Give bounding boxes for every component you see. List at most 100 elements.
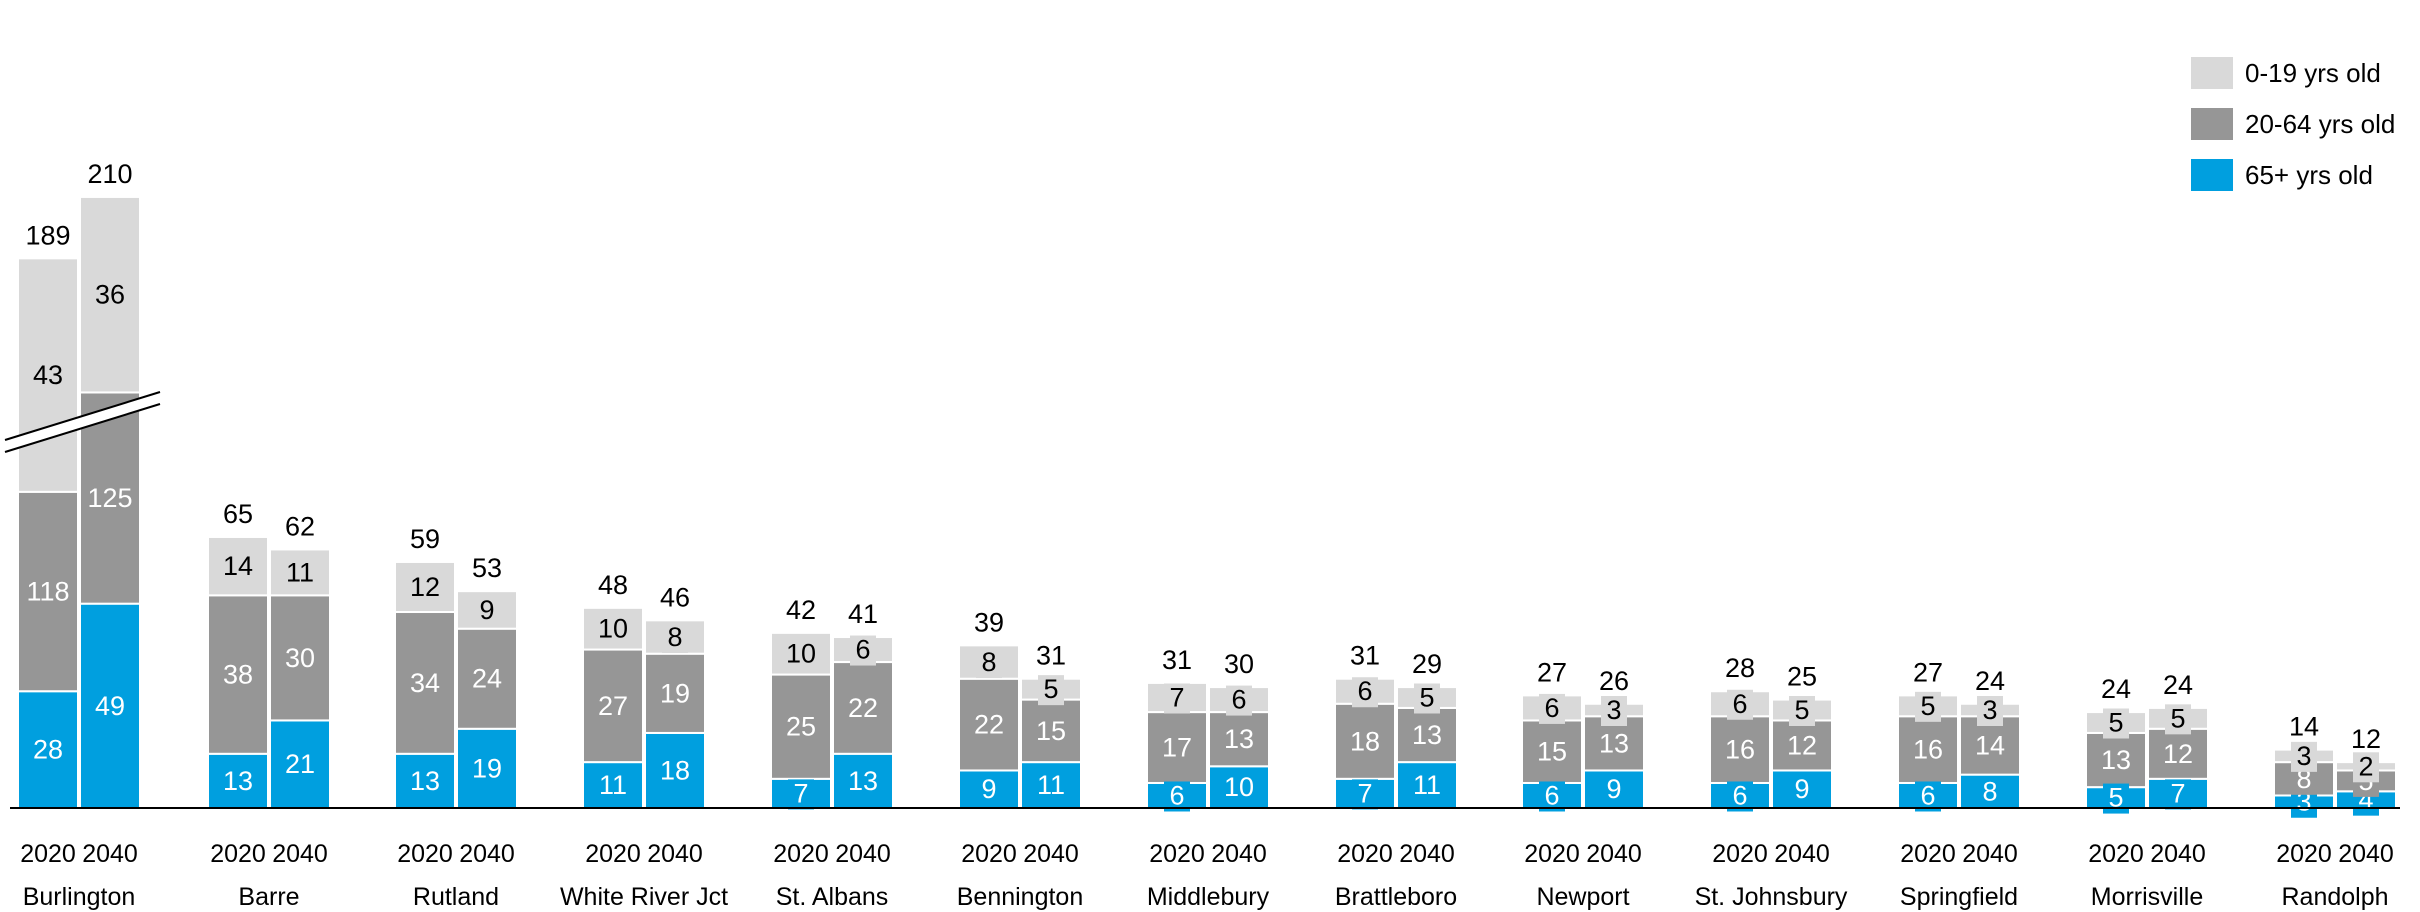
segment-value-label: 11 xyxy=(1413,770,1441,800)
segment-value-label: 11 xyxy=(599,770,627,800)
bar-segment-senior xyxy=(582,761,644,810)
city-label: Brattleboro xyxy=(1335,883,1457,911)
segment-value-label: 13 xyxy=(2101,745,2131,775)
bar-total-label: 46 xyxy=(660,582,690,612)
bar-segment-working xyxy=(2085,731,2147,789)
year-tick-label: 2040 xyxy=(82,840,138,868)
segment-value-label: 8 xyxy=(667,622,682,652)
axis-break-gap xyxy=(5,392,160,452)
year-tick-label: 2020 xyxy=(1337,840,1393,868)
bar-total-label: 28 xyxy=(1725,653,1755,683)
segment-value-label: 17 xyxy=(1162,733,1192,763)
bar-segment-working xyxy=(582,648,644,764)
segment-label-backdrop xyxy=(1727,781,1753,812)
year-tick-label: 2020 xyxy=(1149,840,1205,868)
segment-value-label: 14 xyxy=(1975,730,2005,760)
city-label: Rutland xyxy=(413,883,499,911)
segment-value-label: 18 xyxy=(660,755,690,785)
year-tick-label: 2040 xyxy=(1211,840,1267,868)
year-tick-label: 2020 xyxy=(397,840,453,868)
bar-segment-working xyxy=(1897,715,1959,784)
segment-value-label: 3 xyxy=(1606,695,1621,725)
bar-segment-working xyxy=(1334,702,1396,780)
segment-value-label: 9 xyxy=(981,774,996,804)
segment-value-label: 7 xyxy=(2170,778,2185,808)
city-label: St. Albans xyxy=(776,883,889,911)
city-label: St. Johnsbury xyxy=(1695,883,1848,911)
year-tick-label: 2020 xyxy=(773,840,829,868)
segment-value-label: 15 xyxy=(1036,716,1066,746)
bar-segment-working xyxy=(1020,698,1082,764)
bar-segment-working xyxy=(1208,711,1270,768)
bar-total-label: 59 xyxy=(410,524,440,554)
segment-value-label: 36 xyxy=(95,280,125,310)
segment-value-label: 10 xyxy=(598,614,628,644)
segment-value-label: 24 xyxy=(472,664,502,694)
segment-value-label: 5 xyxy=(2170,703,2185,733)
segment-label-backdrop xyxy=(2353,752,2379,783)
segment-label-backdrop xyxy=(1539,781,1565,812)
bar-total-label: 29 xyxy=(1412,649,1442,679)
axis-break-line xyxy=(4,391,161,441)
bar-total-label: 189 xyxy=(25,220,70,250)
bar-segment-working xyxy=(644,652,706,734)
segment-label-backdrop xyxy=(1539,693,1565,724)
bar-segment-senior xyxy=(269,719,331,809)
city-label: White River Jct xyxy=(560,883,728,911)
year-tick-label: 2040 xyxy=(2150,840,2206,868)
segment-label-backdrop xyxy=(2291,741,2317,772)
segment-value-label: 30 xyxy=(285,643,315,673)
segment-value-label: 9 xyxy=(479,595,494,625)
bar-segment-working xyxy=(958,677,1020,772)
segment-value-label: 10 xyxy=(786,639,816,669)
bar-total-label: 14 xyxy=(2289,712,2319,742)
segment-value-label: 16 xyxy=(1725,735,1755,765)
segment-label-backdrop xyxy=(1164,683,1190,714)
bar-segment-senior xyxy=(1208,765,1270,809)
segment-value-label: 5 xyxy=(1794,695,1809,725)
bar-total-label: 65 xyxy=(223,499,253,529)
year-tick-label: 2020 xyxy=(1524,840,1580,868)
segment-label-backdrop xyxy=(1915,691,1941,722)
segment-value-label: 12 xyxy=(410,572,440,602)
year-tick-label: 2040 xyxy=(272,840,328,868)
segment-value-label: 118 xyxy=(26,577,69,607)
bar-segment-young xyxy=(456,590,518,630)
bar-total-label: 27 xyxy=(1537,657,1567,687)
segment-value-label: 6 xyxy=(855,635,870,665)
bar-segment-working xyxy=(207,594,269,755)
segment-label-backdrop xyxy=(1727,689,1753,720)
legend-label: 20-64 yrs old xyxy=(2245,109,2395,139)
bar-total-label: 25 xyxy=(1787,662,1817,692)
segment-value-label: 6 xyxy=(1544,780,1559,810)
bar-segment-senior xyxy=(456,727,518,810)
segment-value-label: 6 xyxy=(1169,780,1184,810)
segment-value-label: 27 xyxy=(598,691,628,721)
bar-segment-young xyxy=(394,560,456,614)
segment-value-label: 14 xyxy=(223,551,253,581)
bar-total-label: 210 xyxy=(87,159,132,189)
segment-value-label: 3 xyxy=(2296,741,2311,771)
bar-total-label: 12 xyxy=(2351,724,2381,754)
year-tick-label: 2020 xyxy=(2276,840,2332,868)
segment-label-backdrop xyxy=(1352,677,1378,708)
bar-total-label: 41 xyxy=(848,599,878,629)
segment-value-label: 12 xyxy=(2163,739,2193,769)
segment-value-label: 13 xyxy=(1412,720,1442,750)
segment-value-label: 5 xyxy=(1419,682,1434,712)
segment-value-label: 38 xyxy=(223,660,253,690)
segment-label-backdrop xyxy=(1977,777,2003,808)
bar-total-label: 42 xyxy=(786,595,816,625)
city-label: Springfield xyxy=(1900,883,2018,911)
segment-value-label: 5 xyxy=(2108,708,2123,738)
segment-label-backdrop xyxy=(1789,696,1815,727)
bar-total-label: 48 xyxy=(598,570,628,600)
legend-label: 65+ yrs old xyxy=(2245,160,2373,190)
year-tick-label: 2040 xyxy=(1586,840,1642,868)
year-tick-label: 2020 xyxy=(1900,840,1956,868)
bar-total-label: 27 xyxy=(1913,657,1943,687)
bars-layer xyxy=(4,195,2397,810)
legend-swatch xyxy=(2191,57,2233,89)
segment-value-label: 3 xyxy=(1982,695,1997,725)
